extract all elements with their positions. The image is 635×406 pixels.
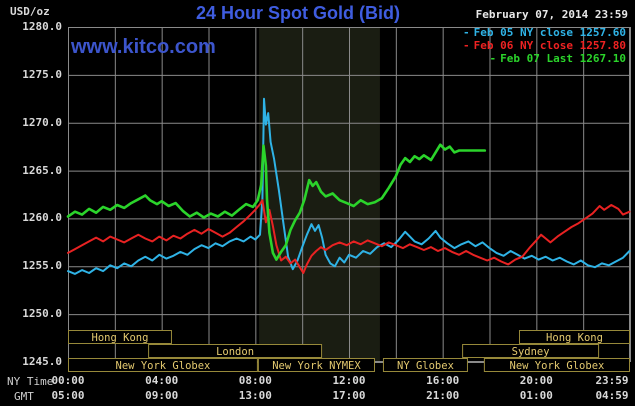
y-axis-tick-label: 1260.0 [22,211,62,225]
session-bar-new-york-globex [483,358,630,372]
legend: - Feb 05 NY close 1257.60- Feb 06 NY close… [463,26,626,65]
legend-label: Feb 05 NY close 1257.60 [473,26,626,39]
ny-time-row-label: NY Time [7,375,54,388]
x-axis-tick-label-gmt: 09:00 [145,389,179,402]
kitco-watermark-link[interactable]: www.kitco.com [71,36,216,58]
x-axis-tick-label-ny: 00:00 [51,374,85,387]
x-axis-tick-label-ny: 04:00 [145,374,179,387]
y-axis-tick-label: 1245.0 [22,355,62,368]
x-axis-tick-label-gmt: 05:00 [51,389,85,402]
chart-title: 24 Hour Spot Gold (Bid) [196,3,400,23]
x-axis-tick-label-gmt: 01:00 [519,389,553,402]
y-axis-tick-label: 1270.0 [22,115,62,129]
session-highlight-band [259,27,380,362]
y-axis-tick-label: 1280.0 [22,20,62,33]
session-bar-label-new-york-globex: New York Globex [510,360,605,372]
session-bar-label-london: London [216,346,254,358]
x-axis-tick-label-gmt: 21:00 [426,389,460,402]
y-axis-tick-label: 1275.0 [22,67,62,81]
x-axis-tick-label-ny: 08:00 [238,374,272,387]
legend-dash-icon: - [489,52,497,65]
x-axis-tick-label-ny: 23:59 [595,374,629,387]
x-axis-tick-label-gmt: 17:00 [332,389,366,402]
session-bar-label-new-york-globex: New York Globex [116,360,211,372]
session-bar-label-hong-kong: Hong Kong [546,332,603,344]
y-axis-unit-label: USD/oz [10,5,50,18]
session-bar-hong-kong [519,330,631,344]
x-axis-tick-label-ny: 16:00 [426,374,460,387]
legend-item: - Feb 07 Last 1267.10 [463,52,626,65]
session-bar-hong-kong [68,330,172,344]
legend-label: Feb 06 NY close 1257.80 [473,39,626,52]
session-bar-label-hong-kong: Hong Kong [92,332,149,344]
x-axis-tick-label-gmt: 13:00 [238,389,272,402]
y-axis-tick-label: 1250.0 [22,307,62,321]
series-line-feb-07-last [66,143,487,261]
series-line-feb-06-ny-close [67,199,631,274]
legend-item: - Feb 05 NY close 1257.60 [463,26,626,39]
y-axis-tick-label: 1265.0 [22,163,62,177]
gmt-row-label: GMT [14,390,34,403]
session-bar-ny-globex [382,358,468,372]
x-axis-tick-label-ny: 12:00 [332,374,366,387]
legend-dash-icon: - [463,26,470,39]
x-axis-tick-label-ny: 20:00 [519,374,553,387]
session-bar-label-ny-globex: NY Globex [397,360,454,372]
session-bar-london [148,344,323,358]
legend-item: - Feb 06 NY close 1257.80 [463,39,626,52]
session-bar-label-sydney: Sydney [512,346,550,358]
y-axis-tick-label: 1255.0 [22,259,62,273]
legend-dash-icon: - [463,39,470,52]
session-bar-new-york-nymex [257,358,375,372]
legend-label: Feb 07 Last 1267.10 [500,52,626,65]
session-bar-sydney [462,344,600,358]
chart-datetime: February 07, 2014 23:59 [475,8,628,21]
session-bar-label-new-york-nymex: New York NYMEX [272,360,361,372]
session-bar-new-york-globex [68,358,258,372]
x-axis-tick-label-gmt: 04:59 [595,389,629,402]
